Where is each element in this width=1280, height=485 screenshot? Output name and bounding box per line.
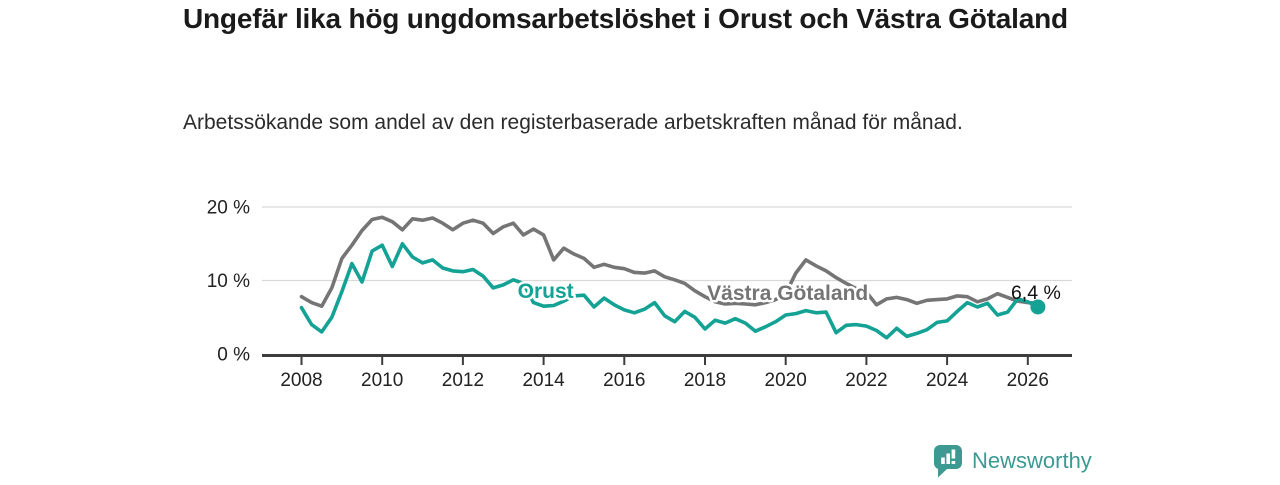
x-tick-label-2026: 2026 — [1007, 370, 1049, 391]
x-tick-label-2020: 2020 — [765, 370, 807, 391]
x-tick-label-2012: 2012 — [442, 370, 484, 391]
bar-chart-speech-bubble-icon — [933, 445, 962, 478]
chart-subtitle: Arbetssökande som andel av den registerb… — [183, 111, 963, 134]
latest-value-dot — [1030, 299, 1046, 315]
y-tick-label-20: 20 % — [207, 198, 250, 219]
latest-value-annotation: 6,4 % — [1011, 282, 1061, 304]
series-label-orust: Orust — [518, 280, 574, 303]
series-label-västra-götaland: Västra Götaland — [707, 282, 868, 305]
x-tick-label-2018: 2018 — [684, 370, 726, 391]
x-tick-label-2010: 2010 — [361, 370, 403, 391]
series-line-västra-götaland — [299, 215, 1040, 309]
x-tick-label-2022: 2022 — [845, 370, 887, 391]
page-title: Ungefär lika hög ungdomsarbetslöshet i O… — [183, 3, 1068, 34]
series-line-orust — [299, 242, 1040, 340]
x-tick-label-2016: 2016 — [603, 370, 645, 391]
brand-name: Newsworthy — [972, 448, 1092, 473]
brand-footer: Newsworthy — [933, 444, 1092, 478]
y-tick-label-0: 0 % — [217, 345, 250, 366]
x-tick-label-2014: 2014 — [522, 370, 565, 391]
x-tick-label-2024: 2024 — [926, 370, 969, 391]
y-tick-label-10: 10 % — [207, 271, 250, 292]
x-tick-label-2008: 2008 — [280, 370, 322, 391]
